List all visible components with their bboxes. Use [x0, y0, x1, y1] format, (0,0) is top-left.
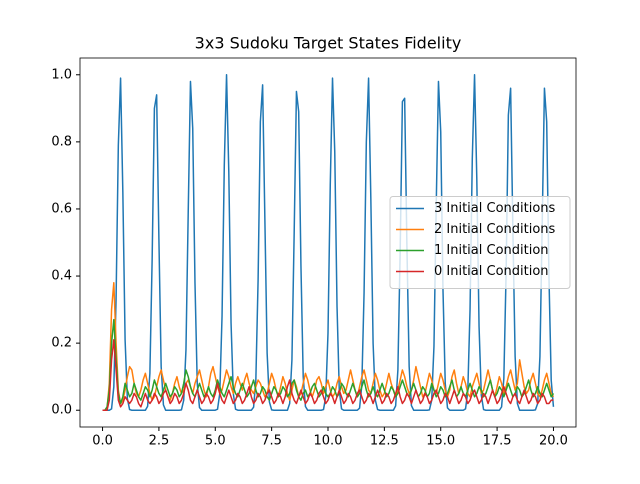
y-tick-label: 0.6 — [51, 201, 72, 216]
y-tick-label: 0.0 — [51, 403, 72, 418]
x-tick-label: 0.0 — [92, 434, 113, 449]
legend-label: 3 Initial Conditions — [434, 201, 556, 216]
x-tick-label: 17.5 — [483, 434, 512, 449]
plot-frame — [79, 57, 577, 428]
legend-label: 2 Initial Conditions — [434, 222, 556, 237]
legend-box — [389, 196, 571, 289]
y-tick-label: 0.8 — [51, 134, 72, 149]
x-tick-label: 15.0 — [426, 434, 455, 449]
x-tick-label: 12.5 — [370, 434, 399, 449]
series-line — [102, 282, 555, 411]
x-tick-label: 10.0 — [314, 434, 343, 449]
y-tick-label: 0.4 — [51, 269, 72, 284]
legend-label: 0 Initial Condition — [434, 264, 549, 279]
legend-label: 1 Initial Condition — [434, 243, 549, 258]
x-tick-label: 7.5 — [261, 434, 282, 449]
x-tick-label: 5.0 — [205, 434, 226, 449]
series-line — [102, 339, 554, 411]
y-tick-label: 1.0 — [51, 67, 72, 82]
chart-title: 3x3 Sudoku Target States Fidelity — [195, 34, 462, 53]
series-line — [102, 318, 555, 411]
y-tick-label: 0.2 — [51, 336, 72, 351]
x-tick-label: 2.5 — [149, 434, 170, 449]
x-tick-label: 20.0 — [539, 434, 568, 449]
